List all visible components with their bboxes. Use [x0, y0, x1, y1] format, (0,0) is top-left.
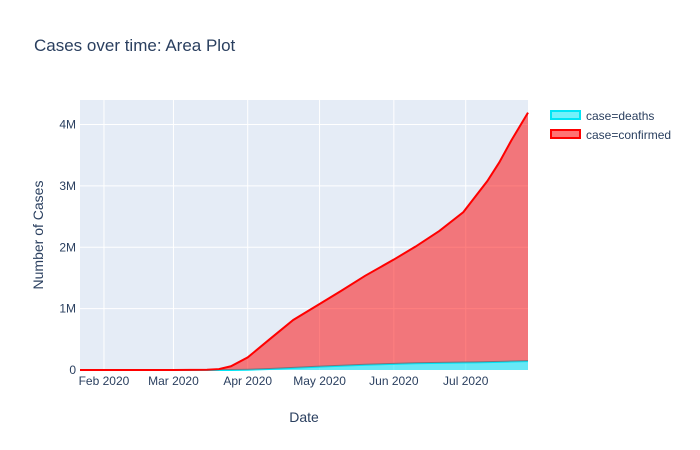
x-tick-label-5: Jul 2020	[443, 374, 489, 388]
series-area-1	[80, 112, 528, 370]
legend-label-0: case=deaths	[586, 109, 654, 123]
y-axis-title: Number of Cases	[30, 181, 46, 290]
tick-layer: Feb 2020 Mar 2020 Apr 2020 May 2020 Jun 2020…	[59, 118, 488, 388]
legend-swatch-1	[550, 129, 581, 139]
x-tick-label-4: Jun 2020	[369, 374, 419, 388]
x-tick-label-1: Mar 2020	[148, 374, 199, 388]
y-tick-label-2: 2M	[59, 240, 76, 254]
y-tick-label-4: 4M	[59, 118, 76, 132]
y-tick-label-0: 0	[69, 363, 76, 377]
x-axis-title: Date	[289, 409, 319, 425]
x-tick-label-2: Apr 2020	[223, 374, 272, 388]
x-tick-label-3: May 2020	[293, 374, 346, 388]
series-line-1	[80, 112, 529, 371]
chart-title: Cases over time: Area Plot	[34, 36, 236, 55]
legend: case=deaths case=confirmed	[550, 109, 671, 142]
y-tick-label-3: 3M	[59, 179, 76, 193]
area-layer	[80, 112, 529, 371]
legend-label-1: case=confirmed	[586, 128, 671, 142]
x-tick-label-0: Feb 2020	[79, 374, 130, 388]
legend-swatch-0	[550, 110, 581, 120]
y-tick-label-1: 1M	[59, 302, 76, 316]
